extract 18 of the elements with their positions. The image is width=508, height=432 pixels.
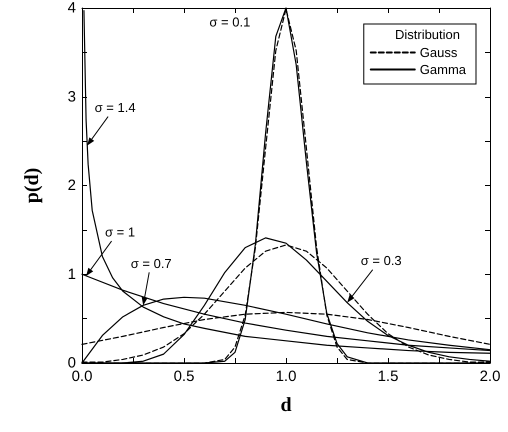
- x-axis-title: d: [280, 394, 292, 416]
- annotation: σ = 0.7: [130, 256, 172, 271]
- annotation: σ = 0.3: [360, 253, 402, 268]
- x-tick-label: 1.0: [276, 368, 296, 385]
- y-tick-label: 1: [68, 266, 76, 283]
- y-tick-label: 2: [68, 177, 76, 194]
- x-tick-label: 2.0: [480, 368, 500, 385]
- legend-label: Gamma: [420, 62, 467, 77]
- y-tick-label: 4: [68, 0, 76, 16]
- annotation: σ = 1.4: [94, 100, 136, 116]
- annotation: σ = 0.1: [209, 14, 250, 30]
- x-tick-label: 0.5: [174, 368, 194, 385]
- y-tick-label: 3: [68, 88, 76, 106]
- x-tick-label: 1.5: [378, 368, 398, 385]
- legend-label: Gauss: [420, 45, 458, 60]
- y-axis-title: p(d): [21, 168, 43, 204]
- legend-title: Distribution: [394, 27, 460, 42]
- annotation: σ = 1: [105, 224, 136, 240]
